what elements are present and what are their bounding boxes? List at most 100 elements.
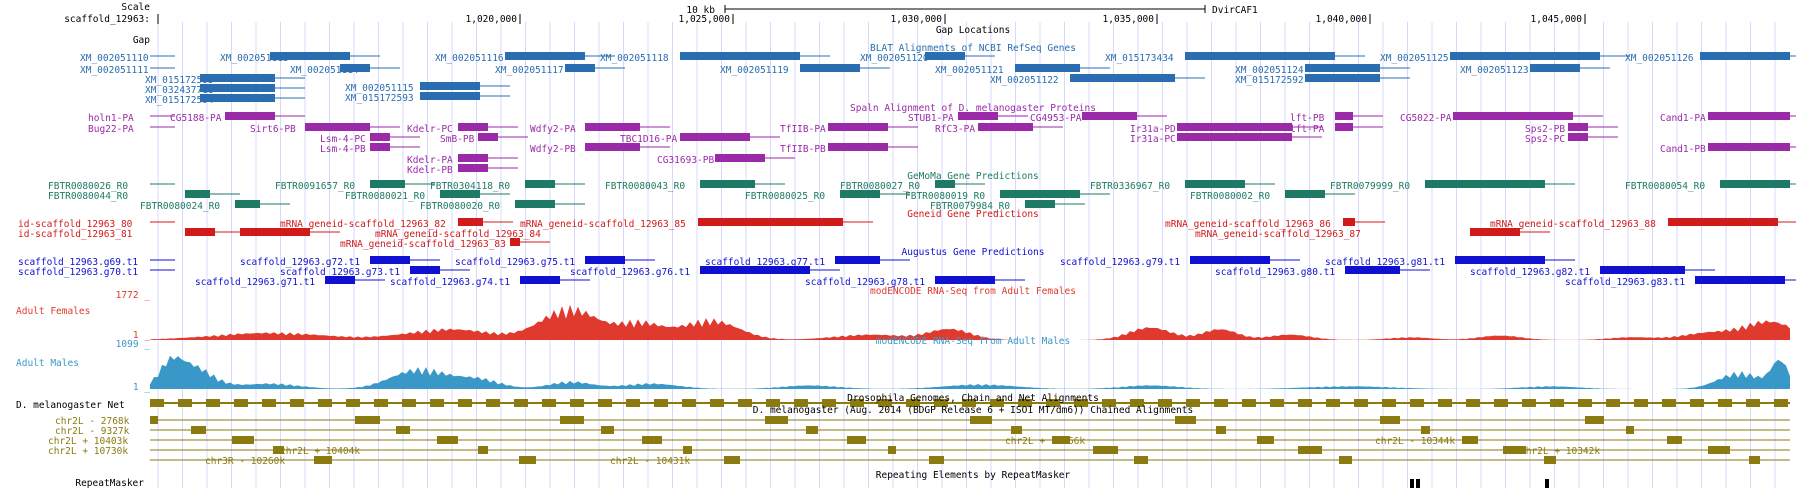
spaln-feature-label[interactable]: Lsm-4-PC (320, 134, 366, 145)
refseq-feature-label[interactable]: XM_002051114 (290, 65, 359, 76)
refseq-feature-label[interactable]: XM_002051117 (495, 65, 564, 76)
spaln-feature-label[interactable]: Sps2-PB (1525, 124, 1566, 135)
spaln-feature-label[interactable]: Wdfy2-PB (530, 144, 576, 155)
spaln-feature-label[interactable]: CG4953-PA (1030, 113, 1082, 124)
gemoma-feature-label[interactable]: FBTR0080043_R0 (605, 181, 686, 192)
spaln-feature-label[interactable]: Cand1-PB (1660, 144, 1706, 155)
geneid-feature-label[interactable]: mRNA_geneid-scaffold_12963_88 (1490, 219, 1656, 230)
spaln-feature-label[interactable]: CG5022-PA (1400, 113, 1452, 124)
gemoma-feature-label[interactable]: FBTR0091657_R0 (275, 181, 356, 192)
spaln-feature-label[interactable]: Wdfy2-PA (530, 124, 576, 135)
refseq-feature-label[interactable]: XM_002051122 (990, 75, 1059, 86)
refseq-feature-label[interactable]: XM_002051121 (935, 65, 1004, 76)
augustus-feature-label[interactable]: scaffold_12963.g73.t1 (280, 267, 401, 278)
gemoma-feature-label[interactable]: FBTR0080054_R0 (1625, 181, 1706, 192)
spaln-feature-label[interactable]: Lsm-4-PB (320, 144, 366, 155)
augustus-feature-label[interactable]: scaffold_12963.g72.t1 (240, 257, 361, 268)
augustus-feature-label[interactable]: scaffold_12963.g76.t1 (570, 267, 691, 278)
gemoma-feature-label[interactable]: FBTR0079984_R0 (930, 201, 1011, 212)
refseq-feature-label[interactable]: XM_002051126 (1625, 53, 1694, 64)
gemoma-feature-label[interactable]: FBTR0080025_R0 (745, 191, 826, 202)
geneid-feature-label[interactable]: mRNA_geneid-scaffold_12963_83 (340, 239, 506, 250)
refseq-feature-label[interactable]: XM_002051119 (720, 65, 789, 76)
refseq-feature-label[interactable]: XM_002051115 (345, 83, 414, 94)
gemoma-feature-label[interactable]: FBTR0304118_R0 (430, 181, 511, 192)
refseq-feature-label[interactable]: XM_002051113 (220, 53, 289, 64)
adult-females-label[interactable]: Adult Females (16, 306, 91, 317)
gemoma-feature-label[interactable]: FBTR0080021_R0 (345, 191, 426, 202)
refseq-feature-label[interactable]: XM_002051118 (600, 53, 669, 64)
chained-feature-label[interactable]: chr2L - 10431k (610, 456, 691, 467)
spaln-feature-label[interactable]: Kdelr-PB (407, 165, 453, 176)
augustus-feature-label[interactable]: scaffold_12963.g74.t1 (390, 277, 511, 288)
gap-track-label[interactable]: Gap (132, 35, 150, 46)
augustus-feature-label[interactable]: scaffold_12963.g82.t1 (1470, 267, 1591, 278)
spaln-feature-label[interactable]: CG31693-PB (657, 155, 715, 166)
spaln-feature-label[interactable]: TfIIB-PA (780, 124, 826, 135)
gemoma-feature-label[interactable]: FBTR0336967_R0 (1090, 181, 1171, 192)
chained-feature-label[interactable]: chr3R - 10260k (205, 456, 286, 467)
gemoma-feature-label[interactable]: FBTR0080019_R0 (905, 191, 986, 202)
spaln-feature-label[interactable]: Ir31a-PC (1130, 134, 1176, 145)
spaln-feature-label[interactable]: TfIIB-PB (780, 144, 826, 155)
spaln-feature-label[interactable]: STUB1-PA (908, 113, 954, 124)
refseq-feature-label[interactable]: XM_002051123 (1460, 65, 1529, 76)
spaln-feature-label[interactable]: holn1-PA (88, 113, 134, 124)
gemoma-feature-label[interactable]: FBTR0079999_R0 (1330, 181, 1411, 192)
refseq-feature-label[interactable]: XM_015172594 (145, 95, 214, 106)
refseq-feature-label[interactable]: XM_002051124 (1235, 65, 1304, 76)
augustus-feature-label[interactable]: scaffold_12963.g80.t1 (1215, 267, 1336, 278)
net-track-label[interactable]: D. melanogaster Net (16, 400, 125, 411)
spaln-feature-label[interactable]: SmB-PB (440, 134, 475, 145)
spaln-feature-label[interactable]: Cand1-PA (1660, 113, 1706, 124)
refseq-feature-label[interactable]: XM_002051110 (80, 53, 149, 64)
augustus-feature-label[interactable]: scaffold_12963.g78.t1 (805, 277, 926, 288)
augustus-feature-label[interactable]: scaffold_12963.g71.t1 (195, 277, 316, 288)
gemoma-feature-label[interactable]: FBTR0080044_R0 (48, 191, 129, 202)
refseq-feature-label[interactable]: XM_015172593 (345, 93, 414, 104)
spaln-feature-label[interactable]: CG5188-PA (170, 113, 222, 124)
refseq-feature-label[interactable]: XM_002051111 (80, 65, 149, 76)
spaln-feature-label[interactable]: Sps2-PC (1525, 134, 1566, 145)
spaln-feature-label[interactable]: Bug22-PA (88, 124, 134, 135)
augustus-feature-label[interactable]: scaffold_12963.g69.t1 (18, 257, 139, 268)
augustus-feature-label[interactable]: scaffold_12963.g81.t1 (1325, 257, 1446, 268)
gemoma-feature-label[interactable]: FBTR0080026_R0 (48, 181, 129, 192)
chained-feature-label[interactable]: chr2L + 10342k (1520, 446, 1601, 457)
chained-feature-label[interactable]: chr2L - 9327k (55, 426, 130, 437)
refseq-feature-label[interactable]: XM_015172592 (1235, 75, 1304, 86)
chained-feature-label[interactable]: chr2L + 10730k (48, 446, 129, 457)
spaln-feature-label[interactable]: Ir31a-PD (1130, 124, 1176, 135)
spaln-feature-label[interactable]: lft-PB (1290, 113, 1325, 124)
refseq-feature-label[interactable]: XM_015172595 (145, 75, 214, 86)
repeatmasker-label[interactable]: RepeatMasker (75, 478, 144, 489)
augustus-feature-label[interactable]: scaffold_12963.g83.t1 (1565, 277, 1686, 288)
geneid-feature-label[interactable]: mRNA_geneid-scaffold_12963_82 (280, 219, 446, 230)
spaln-feature-label[interactable]: Kdelr-PA (407, 155, 453, 166)
geneid-feature-label[interactable]: id-scaffold_12963_81 (18, 229, 133, 240)
spaln-feature-label[interactable]: lft-PA (1290, 124, 1325, 135)
chained-feature-label[interactable]: chr2L + 10403k (48, 436, 129, 447)
adult-males-label[interactable]: Adult Males (16, 358, 79, 369)
chained-feature-label[interactable]: chr2L + 10404k (280, 446, 361, 457)
augustus-feature-label[interactable]: scaffold_12963.g77.t1 (705, 257, 826, 268)
chained-feature-label[interactable]: chr2L - 10344k (1375, 436, 1456, 447)
refseq-feature-label[interactable]: XM_032437718 (145, 85, 214, 96)
augustus-feature-label[interactable]: scaffold_12963.g70.t1 (18, 267, 139, 278)
refseq-feature-label[interactable]: XM_002051116 (435, 53, 504, 64)
gemoma-feature-label[interactable]: FBTR0080020_R0 (420, 201, 501, 212)
spaln-feature-label[interactable]: RfC3-PA (935, 124, 976, 135)
chained-feature-label[interactable]: chr2L - 2768k (55, 416, 130, 427)
geneid-feature-label[interactable]: mRNA_geneid-scaffold_12963_87 (1195, 229, 1361, 240)
augustus-feature-label[interactable]: scaffold_12963.g79.t1 (1060, 257, 1181, 268)
gemoma-feature-label[interactable]: FBTR0080027_R0 (840, 181, 921, 192)
refseq-feature-label[interactable]: XM_002051120 (860, 53, 929, 64)
spaln-feature-label[interactable]: Sirt6-PB (250, 124, 296, 135)
chained-feature-label[interactable]: chr2L + 10266k (1005, 436, 1086, 447)
geneid-feature-label[interactable]: mRNA_geneid-scaffold_12963_84 (375, 229, 541, 240)
augustus-feature-label[interactable]: scaffold_12963.g75.t1 (455, 257, 576, 268)
spaln-feature-label[interactable]: Kdelr-PC (407, 124, 453, 135)
geneid-feature-label[interactable]: id-scaffold_12963_80 (18, 219, 133, 230)
gemoma-feature-label[interactable]: FBTR0080002_R0 (1190, 191, 1271, 202)
geneid-feature-label[interactable]: mRNA_geneid-scaffold_12963_85 (520, 219, 686, 230)
